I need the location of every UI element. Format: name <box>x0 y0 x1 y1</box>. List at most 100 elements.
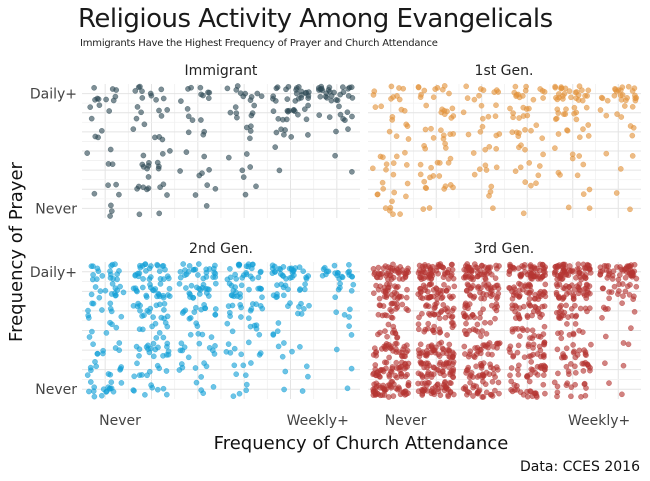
data-point <box>631 308 638 315</box>
data-point <box>512 308 518 315</box>
data-point <box>566 284 572 290</box>
data-point <box>257 268 264 275</box>
data-point <box>199 331 206 338</box>
data-point <box>114 287 120 294</box>
data-point <box>475 283 482 290</box>
data-point <box>328 97 335 104</box>
data-point <box>283 275 289 282</box>
data-point <box>272 144 279 150</box>
data-point <box>562 111 569 117</box>
data-point <box>152 320 159 327</box>
data-point <box>393 153 400 160</box>
data-point <box>270 96 276 102</box>
data-point <box>140 163 147 170</box>
data-point <box>369 165 376 172</box>
data-point <box>575 261 582 268</box>
data-point <box>154 386 161 393</box>
data-point <box>425 325 431 332</box>
data-point <box>305 132 311 138</box>
data-point <box>433 285 439 291</box>
data-point <box>442 145 449 151</box>
data-point <box>522 127 528 133</box>
data-point <box>422 126 429 133</box>
data-point <box>541 323 548 330</box>
data-point <box>384 333 390 340</box>
data-point <box>482 319 488 326</box>
data-point <box>206 166 212 173</box>
data-point <box>603 112 610 119</box>
data-point <box>520 210 527 217</box>
data-point <box>164 343 170 350</box>
data-point <box>390 323 397 330</box>
data-point <box>150 353 157 360</box>
data-point <box>475 388 482 395</box>
data-point <box>580 126 586 132</box>
data-point <box>160 181 167 188</box>
data-point <box>466 266 473 273</box>
data-point <box>139 88 145 94</box>
data-point <box>515 265 522 272</box>
data-point <box>604 97 611 104</box>
data-point <box>492 387 498 394</box>
data-point <box>140 276 146 282</box>
data-point <box>333 309 340 316</box>
data-point <box>332 294 339 301</box>
data-point <box>177 347 184 354</box>
data-point <box>90 341 96 348</box>
y-tick-label: Never <box>35 382 77 398</box>
data-point <box>229 328 236 335</box>
data-point <box>299 388 306 394</box>
data-point <box>476 166 483 172</box>
data-point <box>419 268 425 275</box>
data-point <box>583 104 590 111</box>
data-point <box>483 330 490 337</box>
data-point <box>463 370 469 376</box>
data-point <box>333 128 339 135</box>
data-point <box>238 314 244 320</box>
data-point <box>495 379 502 386</box>
data-point <box>620 293 626 299</box>
data-point <box>116 191 122 198</box>
data-point <box>582 305 589 312</box>
data-point <box>523 106 530 112</box>
panel-4: 3rd Gen. <box>368 241 641 400</box>
data-point <box>212 311 219 318</box>
data-point <box>247 135 253 142</box>
data-point <box>289 348 295 355</box>
data-point <box>440 364 447 370</box>
data-point <box>137 83 143 90</box>
data-point <box>269 270 276 277</box>
data-point <box>182 272 188 279</box>
data-point <box>100 350 106 357</box>
data-point <box>402 353 408 360</box>
data-point <box>257 350 264 356</box>
data-point <box>430 94 437 100</box>
data-point <box>558 330 564 336</box>
data-point <box>378 346 385 352</box>
data-point <box>198 91 204 98</box>
data-point <box>284 96 291 102</box>
data-point <box>514 349 521 356</box>
data-point <box>463 83 470 90</box>
data-point <box>140 152 147 159</box>
data-point <box>518 142 524 148</box>
data-point <box>183 285 189 291</box>
data-point <box>91 85 97 91</box>
data-point <box>88 115 95 122</box>
data-point <box>404 123 411 129</box>
data-point <box>470 326 477 333</box>
data-point <box>445 364 452 370</box>
data-point <box>566 371 572 377</box>
data-point <box>379 270 386 277</box>
data-point <box>243 387 249 394</box>
data-point <box>212 270 219 277</box>
data-point <box>335 286 342 293</box>
data-point <box>507 372 513 379</box>
data-point <box>479 372 486 378</box>
data-point <box>106 108 112 114</box>
data-point <box>186 263 193 269</box>
data-point <box>564 380 571 387</box>
data-point <box>348 287 355 294</box>
data-point <box>393 365 400 371</box>
panel-title: 3rd Gen. <box>474 241 535 257</box>
